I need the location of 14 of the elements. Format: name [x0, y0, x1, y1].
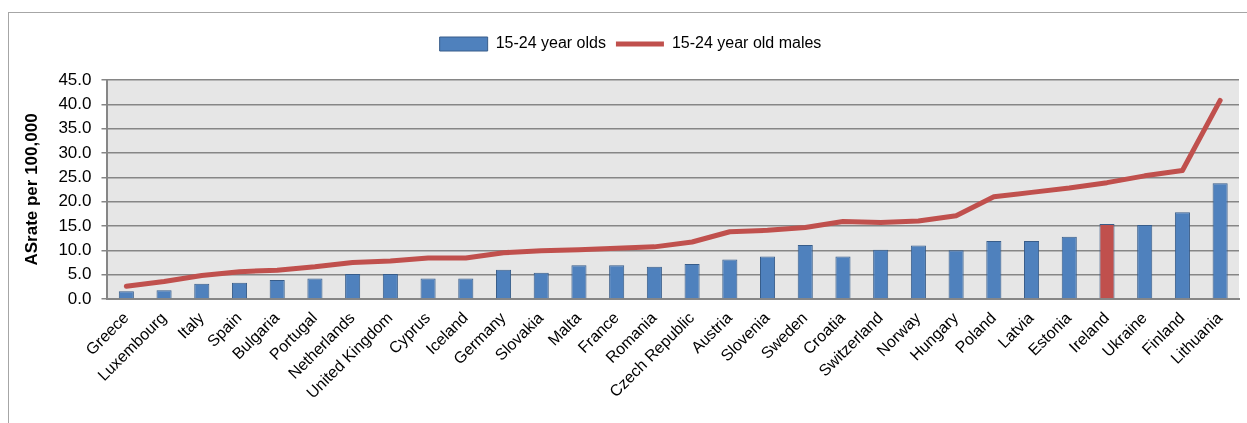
legend-label: 15-24 year old males — [671, 34, 822, 52]
y-tick-label: 40.0 — [58, 94, 92, 114]
y-tick-label: 0.0 — [67, 288, 92, 308]
y-tick-label: 35.0 — [58, 118, 92, 138]
y-tick-label: 45.0 — [58, 69, 92, 89]
y-axis-title: ASrate per 100,000 — [21, 113, 41, 266]
y-tick-label: 10.0 — [58, 239, 92, 259]
legend-label: 15-24 year olds — [495, 34, 606, 52]
x-tick-label: Italy — [174, 308, 208, 342]
y-tick-label: 30.0 — [58, 142, 92, 162]
y-tick-label: 5.0 — [67, 264, 92, 284]
y-tick-label: 25.0 — [58, 166, 92, 186]
y-tick-label: 15.0 — [58, 215, 92, 235]
y-tick-label: 20.0 — [58, 191, 92, 211]
